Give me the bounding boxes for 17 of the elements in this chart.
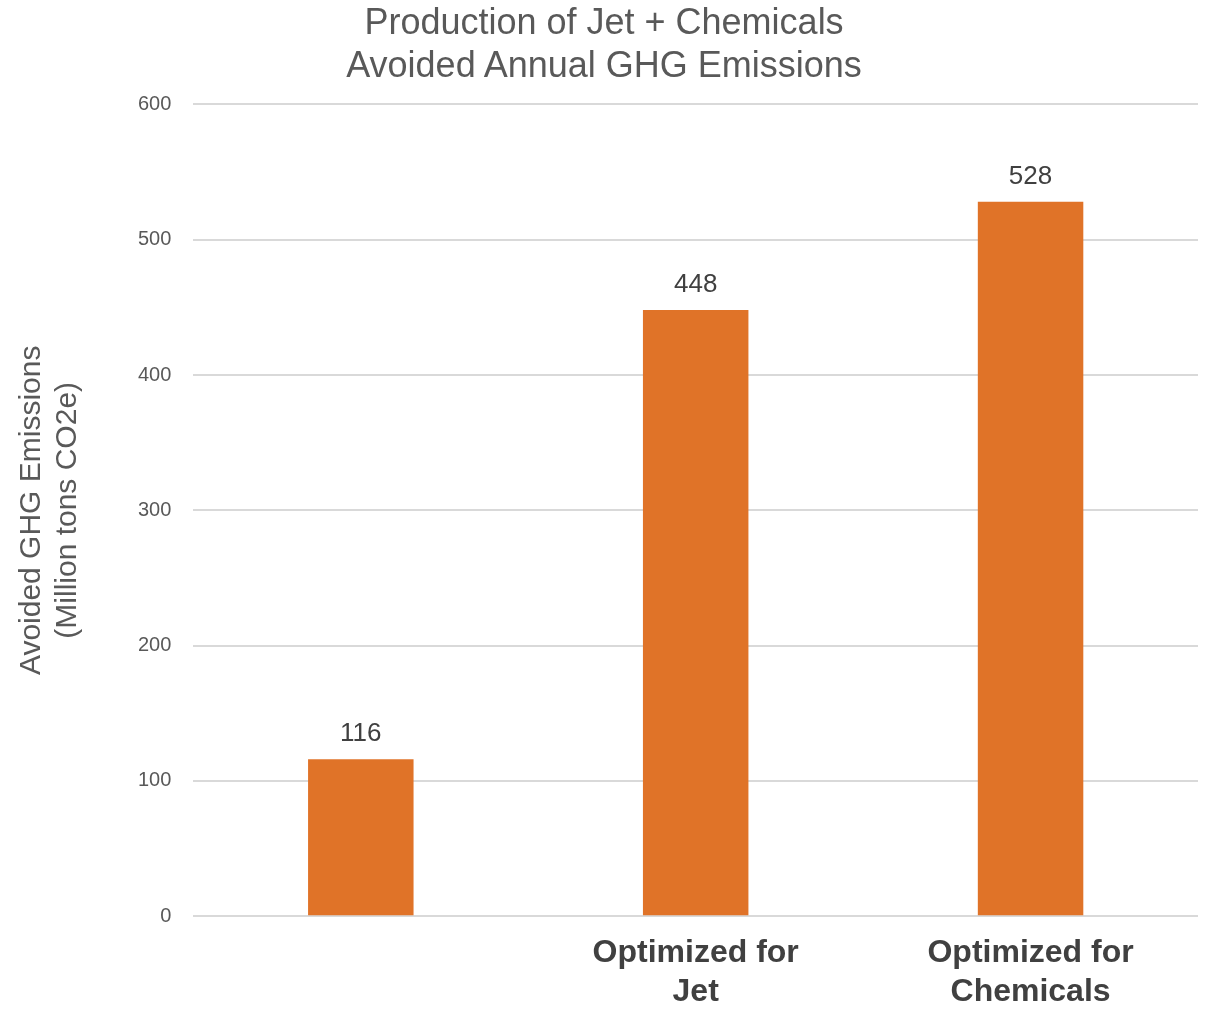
x-tick-label: Optimized for Jet: [592, 933, 799, 1008]
y-axis-title: Avoided GHG Emissions (Million tons CO2e): [13, 345, 83, 676]
y-tick-label: 200: [137, 633, 172, 656]
chart-title: Production of Jet + Chemicals Avoided Annual GHG Emissions: [346, 0, 862, 85]
bar: [977, 201, 1084, 916]
data-label: 528: [1008, 159, 1053, 190]
y-tick-label: 500: [137, 227, 172, 250]
data-label: 448: [673, 268, 718, 299]
bar: [308, 759, 414, 916]
bar: [642, 310, 749, 916]
y-tick-label: 0: [160, 903, 172, 926]
y-tick-label: 100: [137, 768, 172, 791]
y-tick-label: 400: [137, 362, 172, 385]
x-tick-label: Optimized for Chemicals: [927, 933, 1134, 1008]
y-tick-label: 600: [137, 91, 172, 114]
data-label: 116: [340, 717, 382, 748]
y-tick-label: 300: [137, 497, 172, 520]
